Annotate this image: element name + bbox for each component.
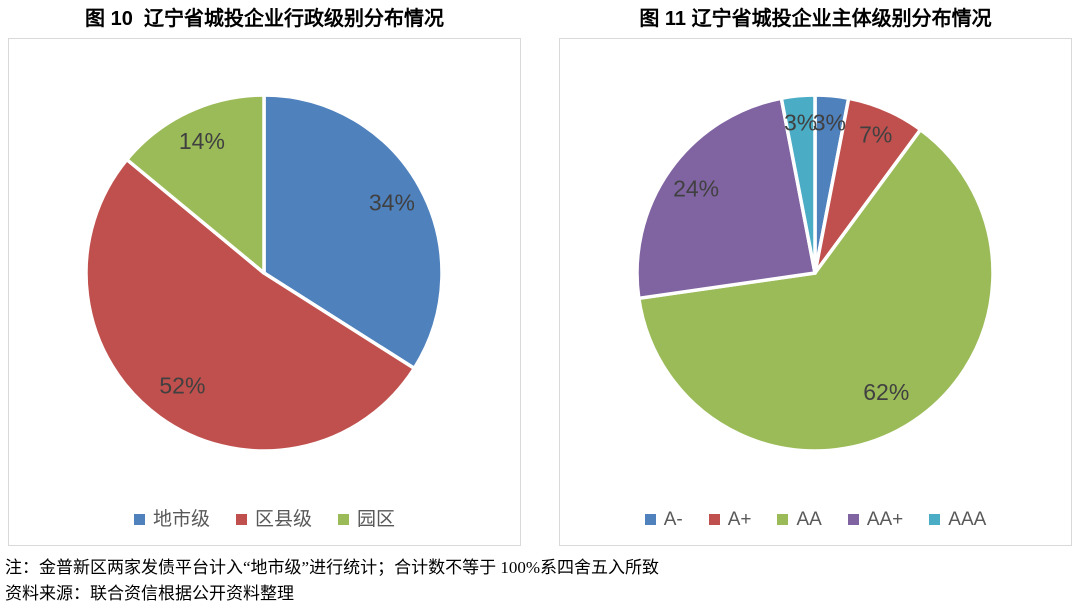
pie-chart: 34% 52% 14% bbox=[84, 93, 444, 453]
data-label-A-: 3% bbox=[813, 109, 846, 135]
data-label-AAA: 3% bbox=[784, 109, 817, 135]
figure-11: 图 11 辽宁省城投企业主体级别分布情况 3% 7% 62% 24% 3% A- A+ AA… bbox=[559, 4, 1072, 546]
data-label-园区: 14% bbox=[179, 128, 225, 154]
legend-marker-icon bbox=[338, 514, 349, 525]
legend-item-园区: 园区 bbox=[338, 510, 395, 529]
pie-slice-AA bbox=[637, 127, 995, 453]
legend-label: AA+ bbox=[866, 509, 904, 530]
legend: A- A+ AA AA+ AAA bbox=[560, 510, 1071, 529]
data-label-AA: 62% bbox=[863, 379, 909, 405]
legend-item-区县级: 区县级 bbox=[235, 509, 312, 530]
figures-row: 图 10 辽宁省城投企业行政级别分布情况 34% 52% 14% 地市级 区县级 园区 … bbox=[0, 4, 1080, 546]
legend-label: AA bbox=[796, 509, 822, 530]
pie-slice-AAA bbox=[779, 93, 817, 275]
legend-marker-icon bbox=[235, 514, 247, 525]
legend-item-AA+: AA+ bbox=[847, 509, 904, 530]
legend-item-地市级: 地市级 bbox=[133, 509, 210, 530]
data-label-地市级: 34% bbox=[369, 190, 415, 216]
legend-item-A+: A+ bbox=[708, 509, 752, 530]
legend-item-AAA: AAA bbox=[929, 510, 986, 529]
legend-label: AAA bbox=[948, 509, 987, 530]
legend-marker-icon bbox=[847, 514, 859, 525]
data-label-AA+: 24% bbox=[673, 175, 719, 201]
legend-marker-icon bbox=[133, 514, 145, 525]
notes: 注：金普新区两家发债平台计入“地市级”进行统计；合计数不等于 100%系四舍五入… bbox=[5, 555, 1080, 607]
legend-label: A- bbox=[663, 509, 683, 530]
pie-slice-区县级 bbox=[84, 157, 417, 453]
pie-slice-园区 bbox=[125, 93, 266, 275]
legend-label: 园区 bbox=[357, 509, 396, 530]
chart-title: 图 11 辽宁省城投企业主体级别分布情况 bbox=[639, 8, 992, 30]
chart-panel: 3% 7% 62% 24% 3% A- A+ AA AA+ AAA bbox=[559, 38, 1072, 546]
pie-slice-AA+ bbox=[635, 96, 817, 301]
legend-marker-icon bbox=[777, 514, 789, 525]
pie-chart: 3% 7% 62% 24% 3% bbox=[635, 93, 995, 453]
legend-item-AA: AA bbox=[777, 509, 822, 530]
legend-label: 地市级 bbox=[152, 509, 210, 530]
chart-panel: 34% 52% 14% 地市级 区县级 园区 bbox=[8, 38, 521, 546]
legend-item-A-: A- bbox=[644, 509, 683, 530]
legend-marker-icon bbox=[644, 514, 656, 525]
data-label-A+: 7% bbox=[859, 121, 892, 147]
data-label-区县级: 52% bbox=[159, 372, 205, 398]
note-line: 注：金普新区两家发债平台计入“地市级”进行统计；合计数不等于 100%系四舍五入… bbox=[5, 558, 660, 577]
legend: 地市级 区县级 园区 bbox=[9, 510, 520, 529]
legend-marker-icon bbox=[929, 514, 941, 525]
chart-title: 图 10 辽宁省城投企业行政级别分布情况 bbox=[85, 8, 444, 30]
legend-label: A+ bbox=[727, 509, 752, 530]
source-line: 资料来源：联合资信根据公开资料整理 bbox=[5, 584, 294, 603]
legend-label: 区县级 bbox=[254, 509, 312, 530]
legend-marker-icon bbox=[708, 514, 720, 525]
figure-10: 图 10 辽宁省城投企业行政级别分布情况 34% 52% 14% 地市级 区县级 园区 bbox=[8, 4, 521, 546]
